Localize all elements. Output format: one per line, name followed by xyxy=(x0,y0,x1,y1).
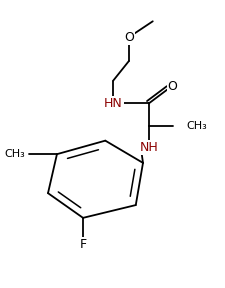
Text: CH₃: CH₃ xyxy=(186,121,207,131)
Text: O: O xyxy=(124,31,134,43)
Text: F: F xyxy=(79,238,87,251)
Text: HN: HN xyxy=(104,97,123,110)
Text: CH₃: CH₃ xyxy=(4,149,25,159)
Text: NH: NH xyxy=(140,141,158,154)
Text: O: O xyxy=(168,80,178,93)
